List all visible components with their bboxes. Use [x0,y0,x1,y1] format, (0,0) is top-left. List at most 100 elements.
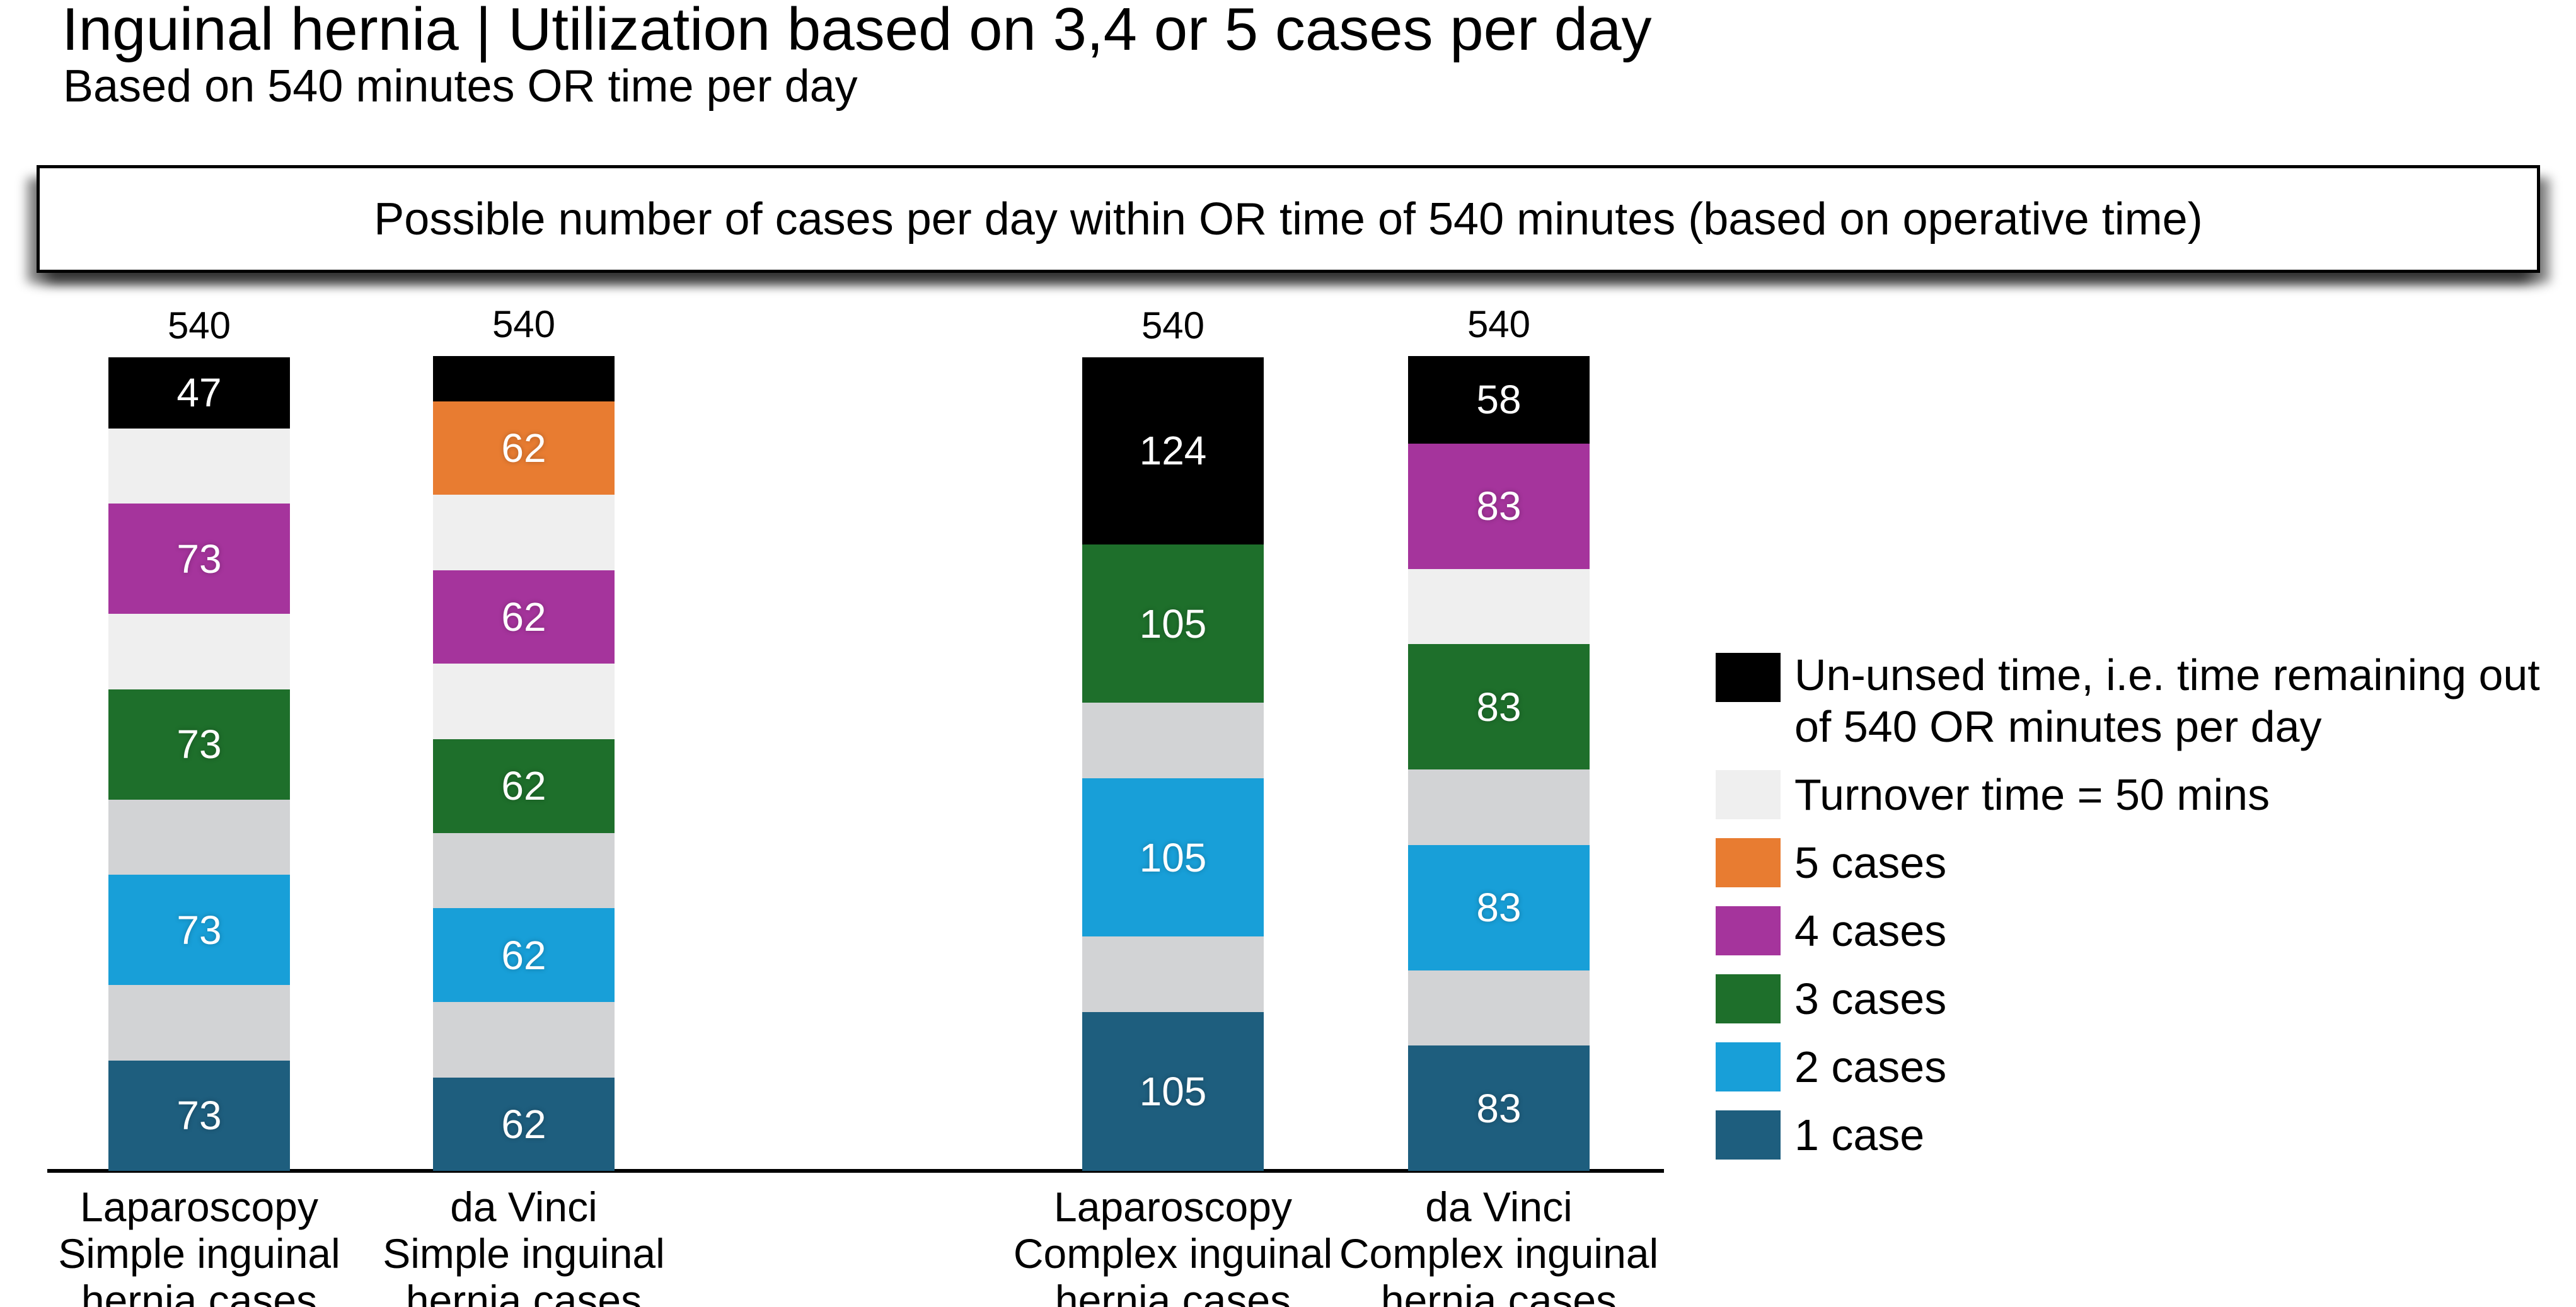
x-axis-label-line: hernia cases [1054,1277,1291,1307]
legend-label: 2 cases [1794,1042,1947,1091]
bar-segment-turnover_light [108,428,290,504]
legend-item-case4: 4 cases [1716,905,2560,957]
x-axis-label-davinci-simple: da Vinci Simple inguinal hernia cases [328,1183,719,1307]
bar-segment-turnover_light [433,664,615,740]
bar-segment-turnover_dark [1082,703,1264,779]
x-axis-label-line: hernia cases [1380,1277,1617,1307]
bar-segment-case2: 62 [433,908,615,1002]
bar-segment-case1: 62 [433,1077,615,1171]
bar-segment-case3: 62 [433,739,615,833]
banner-box: Possible number of cases per day within … [37,165,2540,273]
bar-segment-case3: 73 [108,689,290,800]
bar-segment-unused: 58 [1408,356,1590,444]
x-axis-label-line: Laparoscopy [80,1183,318,1230]
x-axis-label-line: hernia cases [405,1277,642,1307]
x-axis-label-line: Laparoscopy [1054,1183,1292,1230]
bar-segment-turnover_dark [1082,936,1264,1013]
bar-segment-case1: 73 [108,1060,290,1171]
bar-segment-turnover_dark [1408,769,1590,845]
x-axis-line [47,1169,1664,1173]
banner-text: Possible number of cases per day within … [374,193,2203,245]
legend-item-case5: 5 cases [1716,837,2560,889]
bar-total-label-laparoscopy-complex: 540 [1141,304,1205,347]
bar-value-label: 105 [1139,601,1207,647]
bar-segment-turnover_light [433,495,615,570]
bar-segment-case2: 105 [1082,778,1264,937]
bar-segment-case2: 83 [1408,844,1590,970]
bar-davinci-simple: 62 62 62 62 62 [433,356,615,1171]
bar-value-label: 105 [1139,1068,1207,1114]
legend: Un-unsed time, i.e. time remaining out o… [1716,649,2560,1177]
bar-value-label: 73 [176,536,222,582]
bar-value-label: 73 [176,722,222,768]
legend-swatch-unused [1716,653,1781,702]
bar-segment-turnover_dark [108,799,290,875]
x-axis-label-line: Simple inguinal [58,1230,340,1277]
bar-segment-case3: 105 [1082,544,1264,703]
x-axis-label-line: da Vinci [1425,1183,1573,1230]
bar-total-label-davinci-simple: 540 [492,303,556,345]
bar-segment-case1: 83 [1408,1045,1590,1171]
bar-total-label-davinci-complex: 540 [1467,303,1531,345]
bar-value-label: 62 [501,425,546,471]
bar-segment-unused: 47 [108,357,290,429]
legend-item-case1: 1 case [1716,1109,2560,1161]
bar-value-label: 124 [1139,428,1207,474]
bar-value-label: 62 [501,594,546,640]
x-axis-label-line: hernia cases [81,1277,318,1307]
x-axis-label-line: da Vinci [450,1183,598,1230]
bar-value-label: 58 [1476,377,1522,423]
legend-swatch-case3 [1716,974,1781,1023]
bar-segment-case4: 73 [108,504,290,614]
bar-total-label-laparoscopy-simple: 540 [167,304,231,347]
bar-segment-case5: 62 [433,401,615,495]
x-axis-label-line: Simple inguinal [383,1230,665,1277]
bar-value-label: 105 [1139,834,1207,880]
bar-value-label: 62 [501,1101,546,1147]
bar-davinci-complex: 58 83 83 83 83 [1408,356,1590,1171]
x-axis-label-line: Complex inguinal [1013,1230,1333,1277]
bar-segment-turnover_light [108,614,290,689]
legend-label: 4 cases [1794,906,1947,955]
bar-segment-unused [433,356,615,401]
bar-value-label: 47 [176,370,222,416]
legend-item-case3: 3 cases [1716,973,2560,1025]
bar-value-label: 62 [501,763,546,809]
bar-segment-unused: 124 [1082,357,1264,544]
bar-value-label: 73 [176,907,222,953]
x-axis-label-line: Complex inguinal [1339,1230,1659,1277]
x-axis-label-laparoscopy-complex: Laparoscopy Complex inguinal hernia cases [978,1183,1368,1307]
bar-segment-case1: 105 [1082,1012,1264,1171]
legend-swatch-case5 [1716,838,1781,887]
bar-segment-case2: 73 [108,875,290,986]
bar-value-label: 62 [501,932,546,978]
legend-label: 5 cases [1794,838,1947,887]
legend-item-turnover_light: Turnover time = 50 mins [1716,769,2560,820]
legend-label: Turnover time = 50 mins [1794,770,2270,819]
bar-value-label: 83 [1476,684,1522,730]
legend-label: 1 case [1794,1110,1925,1160]
bar-segment-case4: 62 [433,570,615,664]
page-title: Inguinal hernia | Utilization based on 3… [62,0,1652,63]
legend-swatch-case4 [1716,906,1781,955]
bar-segment-case4: 83 [1408,443,1590,569]
legend-swatch-case1 [1716,1110,1781,1160]
legend-label: Un-unsed time, i.e. time remaining out o… [1794,650,2540,751]
bar-value-label: 83 [1476,1085,1522,1131]
legend-swatch-turnover_light [1716,770,1781,819]
bar-segment-case3: 83 [1408,644,1590,770]
legend-item-case2: 2 cases [1716,1041,2560,1093]
bar-segment-turnover_light [1408,568,1590,645]
x-axis-label-laparoscopy-simple: Laparoscopy Simple inguinal hernia cases [4,1183,395,1307]
bar-value-label: 73 [176,1093,222,1139]
legend-item-unused: Un-unsed time, i.e. time remaining out o… [1716,649,2560,752]
legend-swatch-case2 [1716,1042,1781,1091]
bar-segment-turnover_dark [108,985,290,1061]
bar-segment-turnover_dark [433,832,615,909]
bar-laparoscopy-simple: 47 73 73 73 73 [108,357,290,1171]
bar-segment-turnover_dark [1408,970,1590,1046]
bar-value-label: 83 [1476,483,1522,529]
x-axis-label-davinci-complex: da Vinci Complex inguinal hernia cases [1303,1183,1694,1307]
